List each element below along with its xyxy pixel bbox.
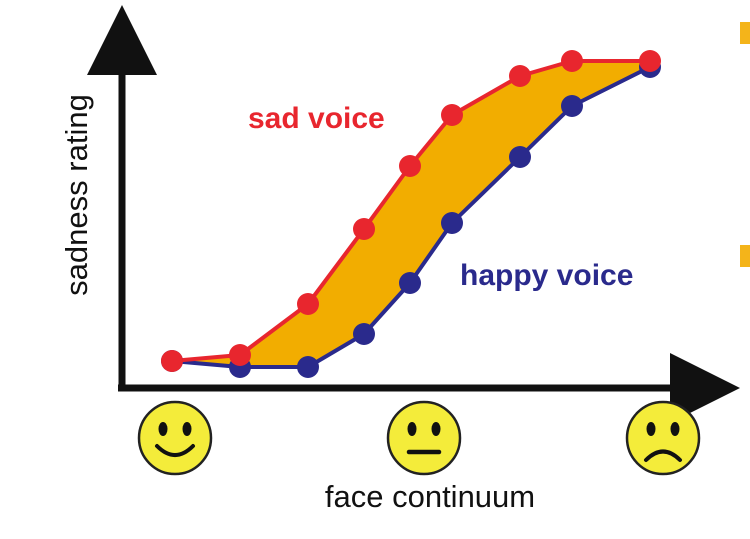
- data-point-happy-voice: [399, 272, 421, 294]
- data-point-sad-voice: [297, 293, 319, 315]
- series-points: [161, 50, 661, 378]
- edge-mark-middle: [740, 245, 750, 267]
- data-point-sad-voice: [399, 155, 421, 177]
- x-axis-label: face continuum: [325, 479, 535, 514]
- happy-face-icon: [137, 400, 213, 476]
- edge-mark-top: [740, 22, 750, 44]
- data-point-sad-voice: [353, 218, 375, 240]
- data-point-happy-voice: [509, 146, 531, 168]
- data-point-sad-voice: [441, 104, 463, 126]
- neutral-face-icon: [386, 400, 462, 476]
- data-point-sad-voice: [561, 50, 583, 72]
- y-axis-label: sadness rating: [59, 94, 94, 296]
- data-point-happy-voice: [441, 212, 463, 234]
- data-point-sad-voice: [161, 350, 183, 372]
- series-label-sad-voice: sad voice: [248, 102, 385, 135]
- area-between-curves: [172, 61, 650, 367]
- area-fill: [172, 61, 650, 367]
- data-point-happy-voice: [561, 95, 583, 117]
- series-label-happy-voice: happy voice: [460, 259, 633, 292]
- data-point-happy-voice: [353, 323, 375, 345]
- data-point-sad-voice: [229, 344, 251, 366]
- sad-face-icon: [625, 400, 701, 476]
- data-point-happy-voice: [297, 356, 319, 378]
- data-point-sad-voice: [509, 65, 531, 87]
- data-point-sad-voice: [639, 50, 661, 72]
